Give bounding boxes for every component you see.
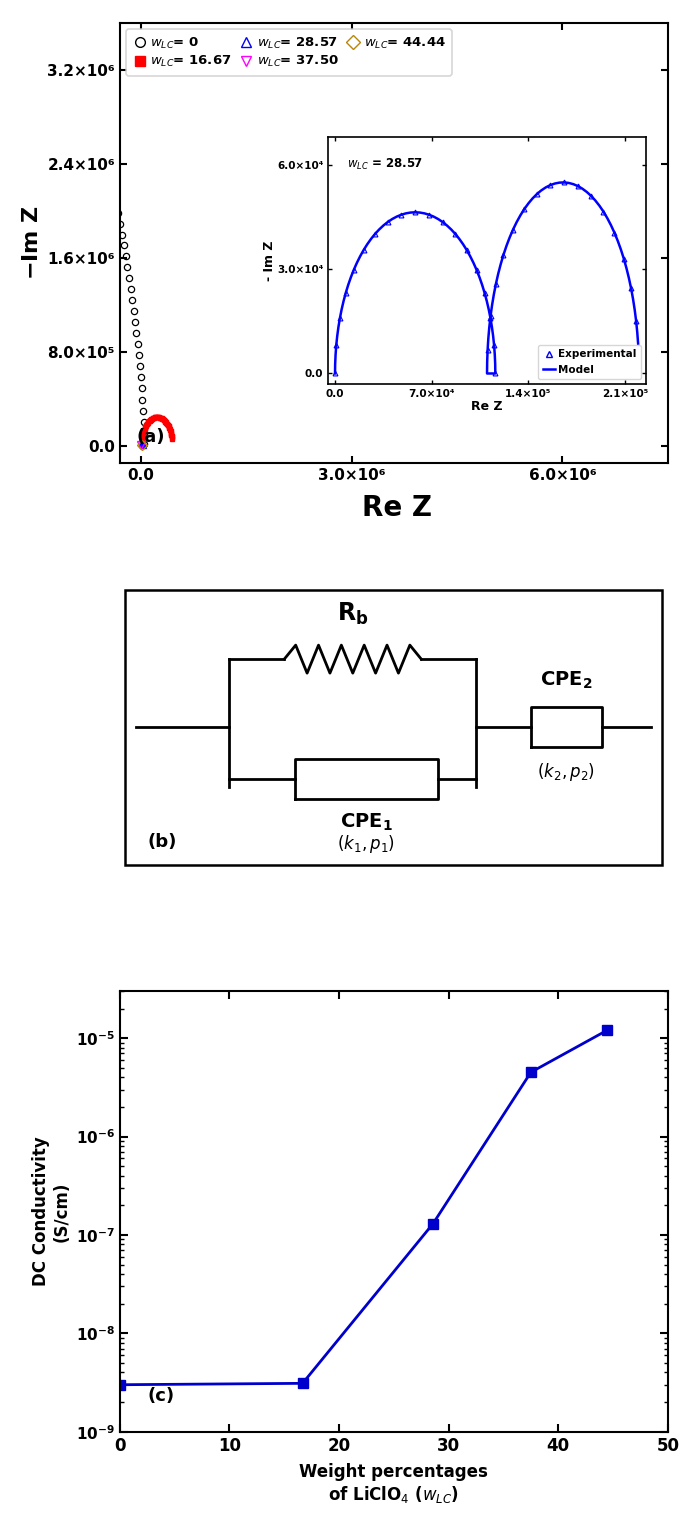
Text: $\mathbf{R_b}$: $\mathbf{R_b}$ bbox=[337, 601, 369, 627]
Y-axis label: DC Conductivity
(S/cm): DC Conductivity (S/cm) bbox=[32, 1136, 71, 1286]
Text: (a): (a) bbox=[136, 427, 165, 445]
Text: (c): (c) bbox=[147, 1388, 175, 1406]
Text: Re Z: Re Z bbox=[362, 494, 432, 521]
X-axis label: Weight percentages
of LiClO$_4$ ($w_{LC}$): Weight percentages of LiClO$_4$ ($w_{LC}… bbox=[299, 1463, 488, 1504]
Y-axis label: $\mathbf{- Im\ Z}$: $\mathbf{- Im\ Z}$ bbox=[22, 206, 42, 280]
Text: $\mathbf{CPE_1}$: $\mathbf{CPE_1}$ bbox=[340, 812, 393, 833]
Legend: $w_{LC}$= 0, $w_{LC}$= 16.67, $w_{LC}$= 28.57, $w_{LC}$= 37.50, $w_{LC}$= 44.44: $w_{LC}$= 0, $w_{LC}$= 16.67, $w_{LC}$= … bbox=[127, 29, 452, 76]
Text: $(k_2, p_2)$: $(k_2, p_2)$ bbox=[538, 761, 595, 783]
Text: $\mathbf{CPE_2}$: $\mathbf{CPE_2}$ bbox=[540, 670, 593, 691]
Text: (b): (b) bbox=[147, 833, 177, 850]
Text: $(k_1, p_1)$: $(k_1, p_1)$ bbox=[338, 833, 395, 856]
